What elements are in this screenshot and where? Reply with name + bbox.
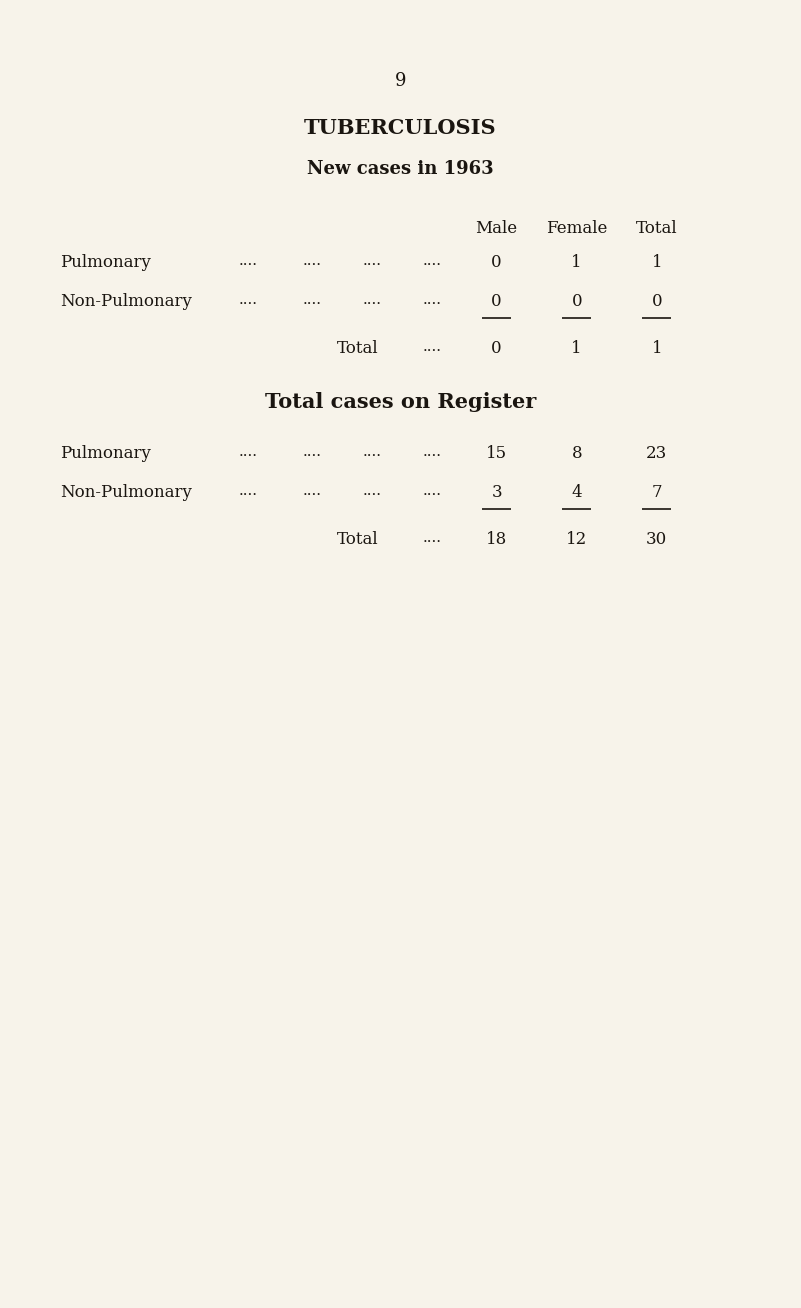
Text: New cases in 1963: New cases in 1963 bbox=[308, 160, 493, 178]
Text: ....: .... bbox=[303, 293, 322, 307]
Text: 4: 4 bbox=[571, 484, 582, 501]
Text: ....: .... bbox=[239, 445, 258, 459]
Text: 9: 9 bbox=[395, 72, 406, 90]
Text: 1: 1 bbox=[571, 340, 582, 357]
Text: ....: .... bbox=[363, 484, 382, 498]
Text: 1: 1 bbox=[651, 340, 662, 357]
Text: 30: 30 bbox=[646, 531, 667, 548]
Text: 0: 0 bbox=[491, 254, 502, 271]
Text: ....: .... bbox=[363, 445, 382, 459]
Text: 0: 0 bbox=[491, 340, 502, 357]
Text: 0: 0 bbox=[571, 293, 582, 310]
Text: ....: .... bbox=[239, 293, 258, 307]
Text: Male: Male bbox=[476, 220, 517, 237]
Text: ....: .... bbox=[239, 254, 258, 268]
Text: ....: .... bbox=[363, 293, 382, 307]
Text: Non-Pulmonary: Non-Pulmonary bbox=[60, 293, 192, 310]
Text: 1: 1 bbox=[571, 254, 582, 271]
Text: ....: .... bbox=[423, 484, 442, 498]
Text: Total: Total bbox=[636, 220, 678, 237]
Text: 18: 18 bbox=[486, 531, 507, 548]
Text: Non-Pulmonary: Non-Pulmonary bbox=[60, 484, 192, 501]
Text: Pulmonary: Pulmonary bbox=[60, 254, 151, 271]
Text: 0: 0 bbox=[651, 293, 662, 310]
Text: 3: 3 bbox=[491, 484, 502, 501]
Text: ....: .... bbox=[423, 531, 442, 545]
Text: ....: .... bbox=[423, 293, 442, 307]
Text: 7: 7 bbox=[651, 484, 662, 501]
Text: ....: .... bbox=[423, 254, 442, 268]
Text: ....: .... bbox=[363, 254, 382, 268]
Text: 0: 0 bbox=[491, 293, 502, 310]
Text: 8: 8 bbox=[571, 445, 582, 462]
Text: Total: Total bbox=[336, 340, 378, 357]
Text: ....: .... bbox=[423, 340, 442, 354]
Text: Female: Female bbox=[546, 220, 607, 237]
Text: 15: 15 bbox=[486, 445, 507, 462]
Text: Total cases on Register: Total cases on Register bbox=[265, 392, 536, 412]
Text: ....: .... bbox=[303, 484, 322, 498]
Text: 23: 23 bbox=[646, 445, 667, 462]
Text: Pulmonary: Pulmonary bbox=[60, 445, 151, 462]
Text: ....: .... bbox=[303, 445, 322, 459]
Text: ....: .... bbox=[423, 445, 442, 459]
Text: Total: Total bbox=[336, 531, 378, 548]
Text: ....: .... bbox=[303, 254, 322, 268]
Text: 12: 12 bbox=[566, 531, 587, 548]
Text: TUBERCULOSIS: TUBERCULOSIS bbox=[304, 118, 497, 137]
Text: ....: .... bbox=[239, 484, 258, 498]
Text: 1: 1 bbox=[651, 254, 662, 271]
